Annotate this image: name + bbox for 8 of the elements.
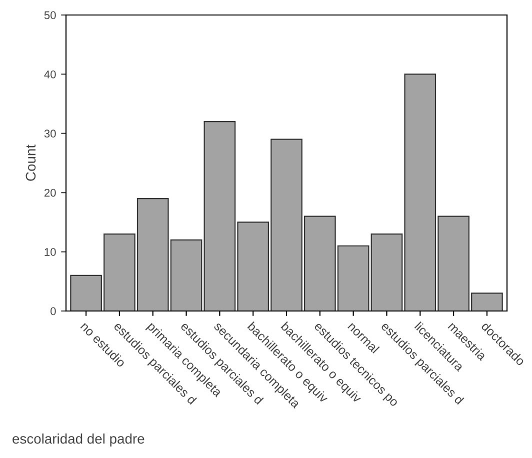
y-tick-label: 0 — [50, 307, 56, 316]
x-axis-title: escolaridad del padre — [12, 434, 144, 446]
y-tick-label: 20 — [44, 188, 56, 197]
y-axis-title: Count — [26, 144, 36, 181]
y-tick-label: 30 — [44, 130, 56, 138]
y-tick-label: 10 — [44, 248, 56, 256]
y-tick-label: 50 — [44, 11, 56, 20]
y-tick-label: 40 — [44, 70, 56, 78]
